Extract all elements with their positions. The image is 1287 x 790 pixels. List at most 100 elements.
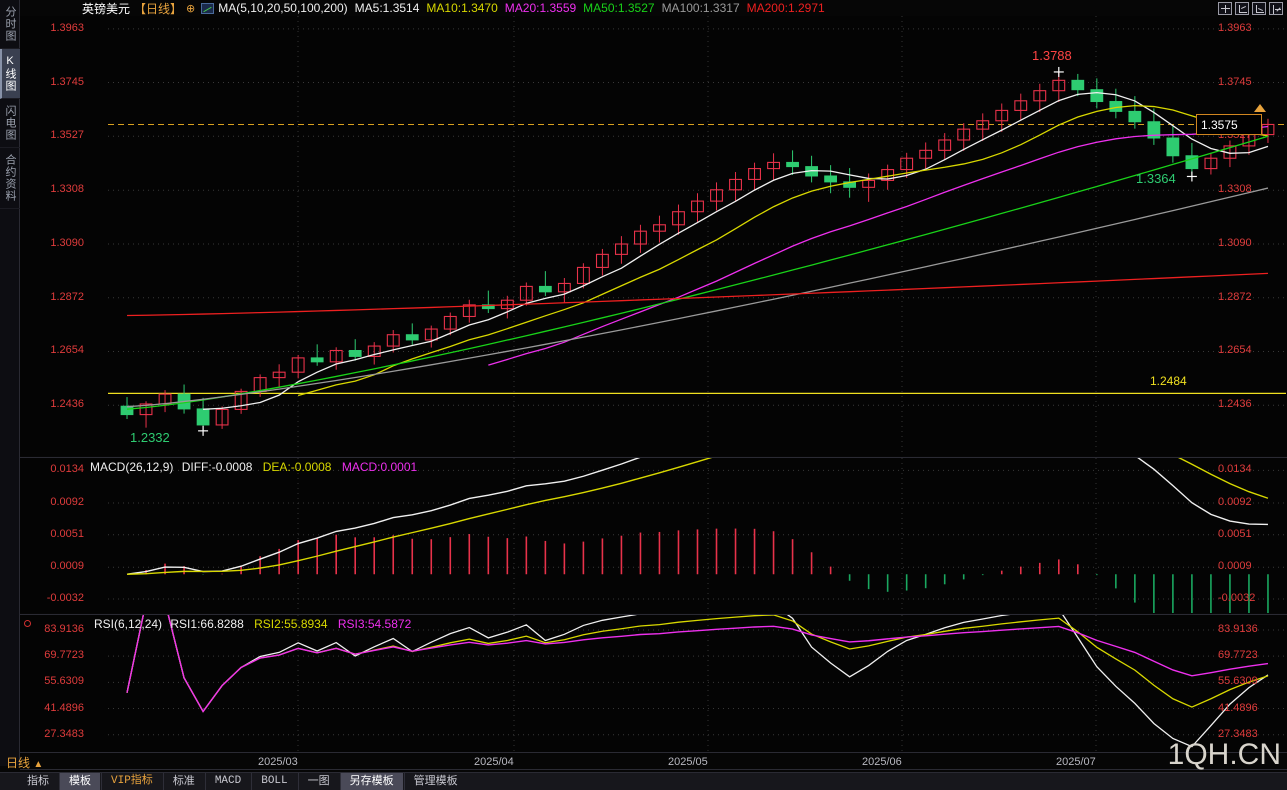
rsi-chart-svg: [108, 615, 1286, 752]
candlestick: [938, 139, 952, 151]
price-arrow-icon: [1254, 104, 1266, 112]
candlestick: [1261, 123, 1275, 136]
candlestick: [1090, 89, 1104, 103]
toolbar-button-7[interactable]: 另存模板: [339, 773, 403, 790]
mini-chart-icon[interactable]: [201, 2, 215, 14]
price-tick-left: 1.3308: [50, 183, 84, 196]
toolbar-button-3[interactable]: 标准: [162, 773, 204, 790]
period-tag[interactable]: 日线 ▲: [6, 754, 43, 771]
price-tick-left: 1.2436: [50, 398, 84, 411]
macd-diff: DIFF:-0.0008: [181, 460, 253, 474]
candlestick: [976, 120, 990, 130]
date-tick-label: 2025/07: [1056, 756, 1096, 768]
macd-indicator-label: MACD(26,12,9) DIFF:-0.0008 DEA:-0.0008 M…: [90, 460, 417, 474]
rsi-tick-right: 41.4896: [1218, 701, 1258, 714]
price-tick-left: 1.3527: [50, 129, 84, 142]
candlestick: [748, 168, 761, 180]
rsi-panel[interactable]: RSI(6,12,24) RSI1:66.8288 RSI2:55.8934 R…: [20, 615, 1287, 752]
sidebar-item-contract[interactable]: 合约资料: [0, 148, 20, 209]
macd-tick-left: -0.0032: [46, 592, 84, 605]
price-plot-area[interactable]: [108, 16, 1286, 456]
toolbar-button-6[interactable]: 一图: [297, 773, 339, 790]
sidebar-item-label: 闪电图: [4, 105, 16, 141]
date-tick-label: 2025/03: [258, 756, 298, 768]
candlestick: [653, 224, 666, 232]
candlestick: [862, 179, 876, 188]
toolbar-button-2[interactable]: VIP指标: [101, 773, 162, 790]
sidebar-item-kline[interactable]: K线图: [0, 49, 20, 99]
period-label: 【日线】: [134, 1, 183, 16]
candlestick: [786, 161, 799, 168]
rsi-tick-right: 69.7723: [1218, 649, 1258, 662]
candlestick: [519, 285, 533, 301]
sidebar-item-label: 分时图: [4, 6, 16, 42]
toolbar-button-5[interactable]: BOLL: [251, 773, 296, 790]
macd-tick-right: 0.0134: [1218, 463, 1252, 476]
symbol-name: 英镑美元: [82, 1, 131, 16]
sidebar-item-lightning[interactable]: 闪电图: [0, 99, 20, 148]
candlestick: [672, 211, 685, 226]
ma10-value: MA10:1.3470: [426, 1, 498, 15]
rsi-tick-right: 83.9136: [1218, 622, 1258, 635]
candlestick: [272, 371, 286, 379]
ma50-value: MA50:1.3527: [583, 1, 655, 15]
ma20-value: MA20:1.3559: [504, 1, 577, 15]
ma-line: [488, 125, 1269, 366]
price-chart-panel[interactable]: [20, 16, 1287, 456]
candlestick: [767, 161, 781, 170]
candlestick: [386, 334, 400, 347]
zoom-in-icon[interactable]: [1235, 2, 1249, 15]
rsi-tick-left: 55.6309: [44, 675, 84, 688]
candlestick: [576, 266, 590, 285]
candlestick: [538, 285, 552, 293]
macd-tick-left: 0.0092: [50, 495, 84, 508]
sidebar-item-timeshare[interactable]: 分时图: [0, 0, 20, 49]
candlestick: [196, 408, 210, 426]
candlestick: [120, 405, 134, 416]
candlestick: [462, 304, 476, 318]
rsi-plot-area[interactable]: [108, 615, 1286, 752]
macd-line: [126, 458, 1269, 575]
rsi-tick-left: 27.3483: [44, 727, 84, 740]
price-chart-svg: [108, 16, 1286, 456]
high-price-annotation: 1.3788: [1032, 48, 1072, 63]
toolbar-button-8[interactable]: 管理模板: [403, 773, 467, 790]
bottom-toolbar: 指标 模板 VIP指标 标准 MACD BOLL 一图 另存模板 管理模板: [0, 772, 1287, 790]
date-tick-label: 2025/06: [862, 756, 902, 768]
site-watermark: 1QH.CN: [1167, 738, 1281, 771]
crosshair-icon[interactable]: [1218, 2, 1232, 15]
toolbar-button-0[interactable]: 指标: [27, 775, 49, 787]
candlestick: [691, 200, 704, 213]
low-price-annotation: 1.2332: [130, 430, 170, 445]
candlestick: [557, 282, 571, 293]
candlestick: [710, 189, 723, 202]
macd-chart-svg: [108, 458, 1286, 613]
price-tick-left: 1.3745: [50, 75, 84, 88]
price-tick-left: 1.3090: [50, 237, 84, 249]
ma-line: [127, 272, 1268, 317]
zoom-out-icon[interactable]: [1252, 2, 1266, 15]
rsi-tick-right: 27.3483: [1218, 727, 1258, 740]
candlestick: [215, 408, 229, 426]
rsi-line: [126, 615, 1269, 748]
price-tick-left: 1.2654: [50, 344, 84, 357]
ma-line: [126, 135, 1269, 410]
rsi-status-dot-icon: [24, 620, 31, 627]
macd-tick-left: 0.0009: [50, 560, 84, 573]
globe-icon[interactable]: ⊕: [186, 2, 196, 15]
candlestick: [1071, 79, 1085, 91]
toolbar-button-1[interactable]: 模板: [59, 773, 100, 790]
rsi-indicator-label: RSI(6,12,24) RSI1:66.8288 RSI2:55.8934 R…: [94, 617, 411, 631]
toolbar-button-4[interactable]: MACD: [204, 773, 250, 790]
macd-plot-area[interactable]: [108, 458, 1286, 613]
macd-tick-right: 0.0051: [1218, 527, 1252, 540]
candlestick: [1166, 137, 1180, 157]
candlestick: [995, 109, 1009, 122]
candlestick: [595, 253, 609, 268]
candlestick: [424, 328, 438, 341]
macd-panel[interactable]: MACD(26,12,9) DIFF:-0.0008 DEA:-0.0008 M…: [20, 458, 1287, 613]
candlestick: [329, 349, 343, 363]
macd-line: [126, 458, 1268, 575]
expand-right-icon[interactable]: [1269, 2, 1283, 15]
candlestick: [919, 149, 933, 159]
